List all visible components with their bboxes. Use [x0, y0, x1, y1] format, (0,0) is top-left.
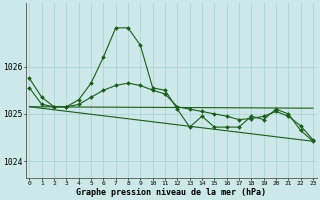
- X-axis label: Graphe pression niveau de la mer (hPa): Graphe pression niveau de la mer (hPa): [76, 188, 266, 197]
